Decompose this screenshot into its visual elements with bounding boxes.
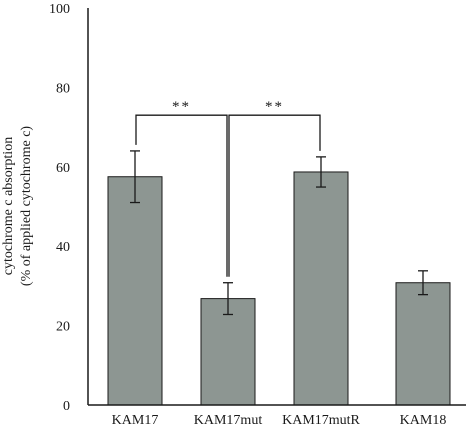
- significance-bracket-2: [228, 114, 321, 277]
- significance-label-2: **: [265, 99, 284, 115]
- x-tick-label-KAM18: KAM18: [400, 413, 447, 426]
- bar-KAM17mut: [200, 298, 256, 406]
- significance-brackets: ** **: [135, 99, 321, 277]
- x-tick-label-KAM17mut: KAM17mut: [194, 413, 263, 426]
- bars: [107, 171, 451, 406]
- y-axis-title-line-1: cytochrome c absorption: [1, 137, 16, 275]
- y-tick-label-100: 100: [49, 2, 70, 17]
- significance-label-1: **: [172, 99, 191, 115]
- y-axis-ticks: 0 20 40 60 80 100: [49, 2, 70, 414]
- error-bar-KAM17: [130, 150, 140, 204]
- x-tick-label-KAM17: KAM17: [112, 413, 159, 426]
- x-tick-label-KAM17mutR: KAM17mutR: [282, 413, 360, 426]
- significance-bracket-line: [228, 114, 321, 277]
- bar-KAM18: [395, 282, 451, 406]
- bar-KAM17: [107, 176, 163, 406]
- significance-bracket-line: [135, 114, 228, 277]
- y-tick-label-60: 60: [56, 161, 70, 176]
- y-tick-label-80: 80: [56, 81, 70, 96]
- error-bar-KAM17mutR: [316, 156, 326, 188]
- error-bar-KAM18: [418, 270, 428, 296]
- significance-bracket-1: [135, 114, 228, 277]
- y-axis-title-line-2: (% of applied cytochrome c): [19, 126, 34, 286]
- y-tick-label-0: 0: [63, 399, 70, 414]
- error-bars: [130, 150, 428, 316]
- y-tick-label-40: 40: [56, 240, 70, 255]
- bar-KAM17mutR: [293, 171, 349, 406]
- error-bar-KAM17mut: [223, 282, 233, 316]
- y-axis-title: cytochrome c absorption (% of applied cy…: [1, 126, 34, 286]
- x-axis-labels: KAM17 KAM17mut KAM17mutR KAM18: [112, 413, 447, 426]
- y-tick-label-20: 20: [56, 320, 70, 335]
